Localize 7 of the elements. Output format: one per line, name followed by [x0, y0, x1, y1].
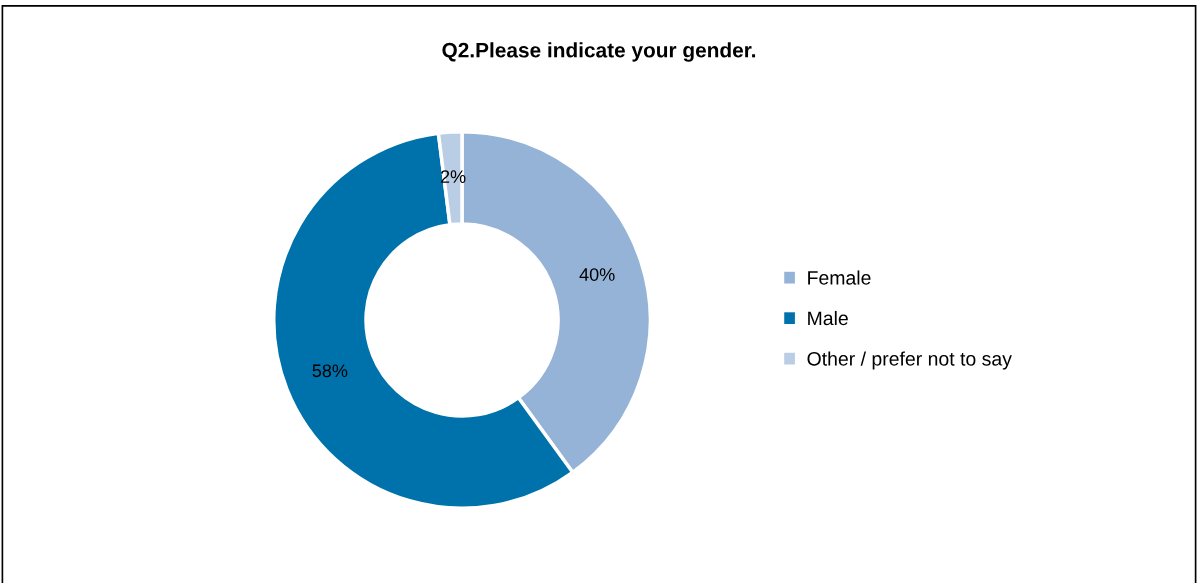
legend-label: Male — [808, 310, 848, 326]
chart-title: Q2.Please indicate your gender. — [442, 42, 756, 62]
data-label: 2% — [440, 170, 466, 183]
data-label: 58% — [312, 364, 348, 378]
legend-label: Other / prefer not to say — [807, 351, 1012, 370]
data-label: 40% — [579, 268, 615, 281]
legend-label: Female — [808, 270, 871, 285]
